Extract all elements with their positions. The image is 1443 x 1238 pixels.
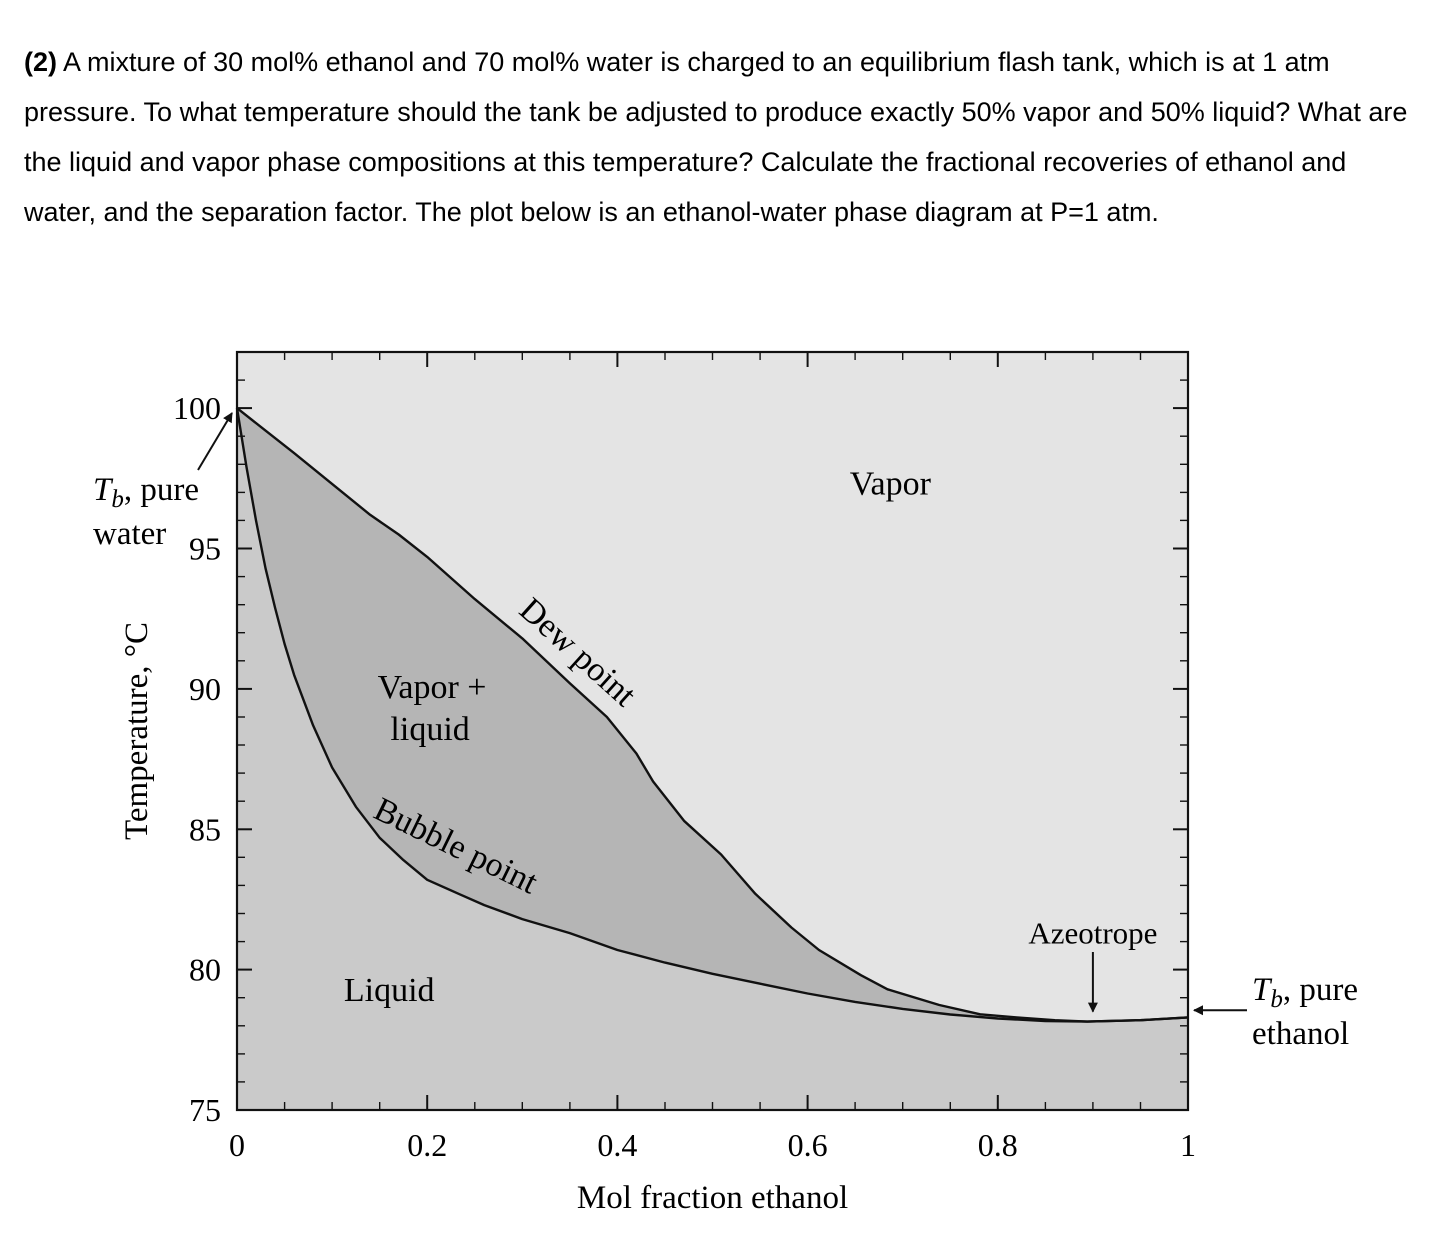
x-tick-label: 0 — [229, 1127, 245, 1163]
x-tick-label: 0.6 — [788, 1127, 828, 1163]
liquid-region — [237, 408, 1188, 1111]
x-tick-label: 1 — [1180, 1127, 1196, 1163]
problem-text: A mixture of 30 mol% ethanol and 70 mol%… — [24, 47, 1408, 227]
pure-ethanol-label-line2: ethanol — [1252, 1016, 1349, 1052]
y-tick-label: 75 — [189, 1092, 221, 1128]
y-axis-title: Temperature, °C — [119, 622, 155, 840]
y-tick-label: 85 — [189, 811, 221, 847]
label-vapor: Vapor + — [378, 669, 487, 706]
two-phase-region — [237, 408, 1188, 1022]
pure-water-label: Tb, pure — [93, 472, 199, 513]
problem-statement: (2) A mixture of 30 mol% ethanol and 70 … — [24, 37, 1422, 237]
problem-number: (2) — [24, 47, 57, 77]
x-tick-label: 0.4 — [597, 1127, 637, 1163]
axis-ticks — [236, 352, 1189, 1111]
y-tick-label: 90 — [189, 671, 221, 707]
label-liquid: Liquid — [344, 972, 435, 1009]
y-tick-label: 80 — [189, 952, 221, 988]
x-tick-label: 0.2 — [407, 1127, 447, 1163]
dew-point-curve — [236, 407, 1189, 1023]
pure-ethanol-label: Tb, pure — [1252, 972, 1358, 1013]
label-liquid: liquid — [390, 711, 469, 748]
bubble-point-curve — [235, 407, 1189, 1023]
label-azeotrope: Azeotrope — [1028, 916, 1157, 951]
pure-water-arrow — [197, 412, 233, 471]
pure-water-label-line2: water — [93, 516, 166, 552]
y-tick-label: 95 — [189, 531, 221, 567]
x-axis-title: Mol fraction ethanol — [577, 1180, 848, 1216]
y-tick-label: 100 — [173, 390, 221, 426]
x-tick-label: 0.8 — [978, 1127, 1018, 1163]
label-vapor: Vapor — [850, 465, 932, 502]
